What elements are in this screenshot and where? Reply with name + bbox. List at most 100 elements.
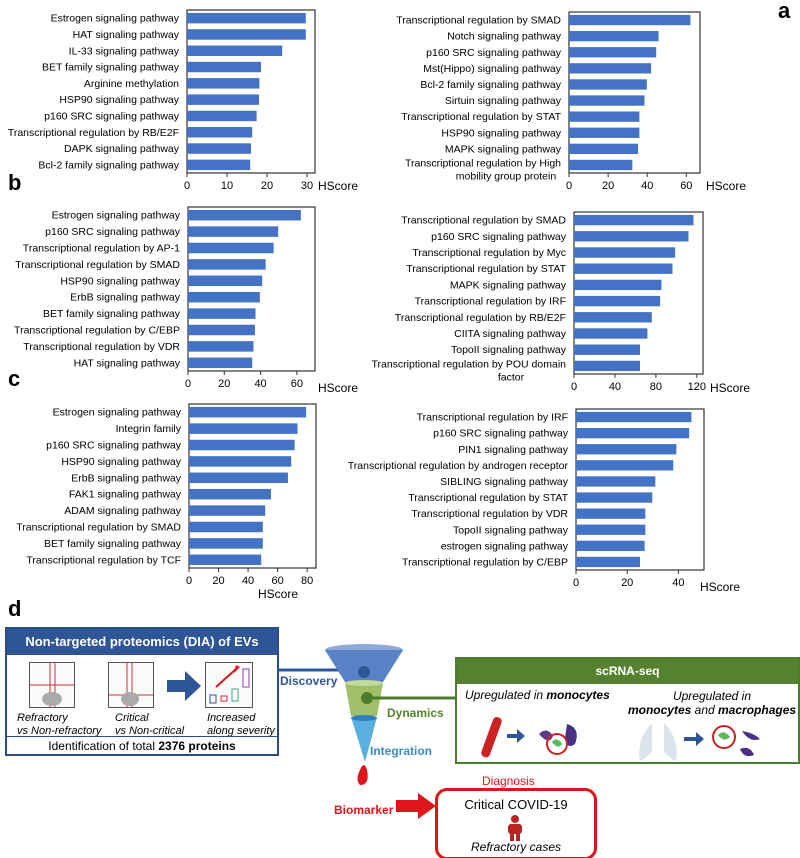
bar-b-left-7 bbox=[188, 324, 255, 336]
x-tick-label: 0 bbox=[186, 575, 192, 587]
bar-b-left-0 bbox=[188, 209, 301, 221]
x-tick-label: 120 bbox=[688, 381, 706, 393]
category-label: Transcriptional regulation by SMAD bbox=[396, 15, 561, 27]
lung-umap-icon bbox=[639, 723, 760, 761]
critical-covid-label: Critical COVID-19 bbox=[464, 797, 568, 812]
x-tick-label: 60 bbox=[680, 180, 692, 192]
dynamics-label: Dynamics bbox=[387, 706, 444, 720]
bar-a-right-5 bbox=[569, 95, 645, 106]
x-tick-label: 40 bbox=[672, 577, 684, 589]
x-tick-label: 30 bbox=[301, 180, 313, 192]
bar-b-left-3 bbox=[188, 259, 266, 270]
x-axis-label: HScore bbox=[318, 179, 358, 193]
x-axis-label: HScore bbox=[318, 381, 358, 395]
bar-a-left-9 bbox=[187, 159, 251, 171]
x-tick-label: 40 bbox=[254, 378, 266, 390]
category-label: BET family signaling pathway bbox=[43, 308, 181, 320]
category-label: HSP90 signaling pathway bbox=[61, 456, 181, 468]
bar-c-right-4 bbox=[576, 476, 656, 487]
category-label: estrogen signaling pathway bbox=[441, 540, 569, 552]
category-label: Integrin family bbox=[116, 423, 182, 435]
category-label: p160 SRC signaling pathway bbox=[433, 428, 569, 440]
category-label: Transcriptional regulation by IRF bbox=[415, 296, 566, 308]
refractory-cases-label: Refractory cases bbox=[470, 840, 562, 854]
x-tick-label: 80 bbox=[301, 575, 313, 587]
plot-frame bbox=[187, 206, 316, 372]
bar-a-left-7 bbox=[187, 127, 253, 138]
category-label: HSP90 signaling pathway bbox=[60, 275, 180, 287]
bar-b-right-3 bbox=[574, 263, 673, 274]
category-label: Transcriptional regulation by STAT bbox=[401, 111, 561, 123]
bar-a-right-1 bbox=[569, 30, 659, 42]
bar-c-right-3 bbox=[576, 460, 674, 471]
category-label: Transcriptional regulation by IRF bbox=[417, 412, 568, 424]
person-icon bbox=[508, 815, 522, 841]
x-axis-label: HScore bbox=[700, 580, 740, 594]
arrow-right-icon bbox=[167, 671, 201, 701]
x-tick-label: 20 bbox=[621, 577, 633, 589]
x-tick-label: 0 bbox=[185, 378, 191, 390]
bar-c-left-3 bbox=[189, 456, 292, 467]
category-label: Transcriptional regulation by VDR bbox=[23, 341, 180, 353]
proteomics-box: Non-targeted proteomics (DIA) of EVs Ref… bbox=[5, 627, 279, 756]
bar-a-left-3 bbox=[187, 61, 261, 73]
x-tick-label: 20 bbox=[261, 180, 273, 192]
category-label: Transcriptional regulation by RB/E2F bbox=[395, 312, 566, 324]
category-label: p160 SRC signaling pathway bbox=[426, 47, 562, 59]
bar-b-right-1 bbox=[574, 231, 689, 242]
bar-b-left-2 bbox=[188, 242, 274, 254]
bar-b-left-9 bbox=[188, 357, 253, 369]
category-label: MAPK signaling pathway bbox=[450, 279, 567, 291]
bar-c-right-7 bbox=[576, 524, 646, 535]
volcano-plot-icon bbox=[108, 662, 154, 708]
bar-a-right-9 bbox=[569, 159, 633, 171]
increased-label: Increased along severity bbox=[207, 712, 275, 737]
x-tick-label: 80 bbox=[650, 381, 662, 393]
category-label: Estrogen signaling pathway bbox=[51, 13, 180, 25]
critical-label: Critical vs Non-critical bbox=[115, 712, 185, 737]
x-tick-label: 40 bbox=[242, 575, 254, 587]
bar-a-left-4 bbox=[187, 78, 260, 89]
bar-b-right-4 bbox=[574, 279, 662, 291]
category-label: Mst(Hippo) signaling pathway bbox=[423, 63, 561, 75]
drop-icon bbox=[357, 765, 368, 785]
bar-b-right-7 bbox=[574, 328, 648, 339]
macrophages-label: Upregulated in monocytes and macrophages bbox=[627, 689, 797, 717]
plot-frame bbox=[575, 408, 705, 571]
bar-c-left-7 bbox=[189, 521, 263, 533]
category-label: Transcriptional regulation by C/EBP bbox=[402, 556, 568, 568]
bar-b-right-6 bbox=[574, 312, 652, 323]
panel-letter-d: d bbox=[8, 596, 22, 621]
category-label: Transcriptional regulation by STAT bbox=[408, 492, 568, 504]
category-label: p160 SRC signaling pathway bbox=[45, 226, 181, 238]
bar-a-right-0 bbox=[569, 14, 691, 26]
category-label: BET family signaling pathway bbox=[44, 538, 182, 550]
category-label: TopoII signaling pathway bbox=[451, 344, 567, 356]
plot-frame bbox=[188, 403, 317, 569]
diagnosis-label: Diagnosis bbox=[482, 774, 535, 788]
category-label: Transcriptional regulation by STAT bbox=[406, 263, 566, 275]
bar-c-left-0 bbox=[189, 406, 307, 418]
bar-c-right-1 bbox=[576, 427, 690, 439]
bar-b-left-1 bbox=[188, 226, 279, 237]
panel-letter-b: b bbox=[8, 170, 22, 195]
x-tick-label: 40 bbox=[641, 180, 653, 192]
category-label: MAPK signaling pathway bbox=[445, 143, 562, 155]
biomarker-label: Biomarker bbox=[334, 803, 394, 817]
category-label: FAK1 signaling pathway bbox=[69, 489, 182, 501]
plot-frame bbox=[573, 211, 704, 375]
identification-text: Identification of total 2376 proteins bbox=[7, 736, 277, 755]
x-axis-label: HScore bbox=[258, 587, 298, 601]
plot-frame bbox=[186, 9, 316, 174]
x-axis-label: HScore bbox=[706, 179, 746, 193]
category-label: ErbB signaling pathway bbox=[71, 472, 181, 484]
bar-a-right-3 bbox=[569, 63, 652, 74]
category-label: CIITA signaling pathway bbox=[454, 328, 567, 340]
bar-c-left-5 bbox=[189, 488, 271, 500]
monocytes-label: Upregulated in monocytes bbox=[465, 688, 610, 702]
category-label: HAT signaling pathway bbox=[74, 357, 181, 369]
bar-c-right-8 bbox=[576, 540, 645, 552]
category-label: Transcriptional regulation by TCF bbox=[26, 554, 181, 566]
category-label: Transcriptional regulation by VDR bbox=[411, 508, 568, 520]
